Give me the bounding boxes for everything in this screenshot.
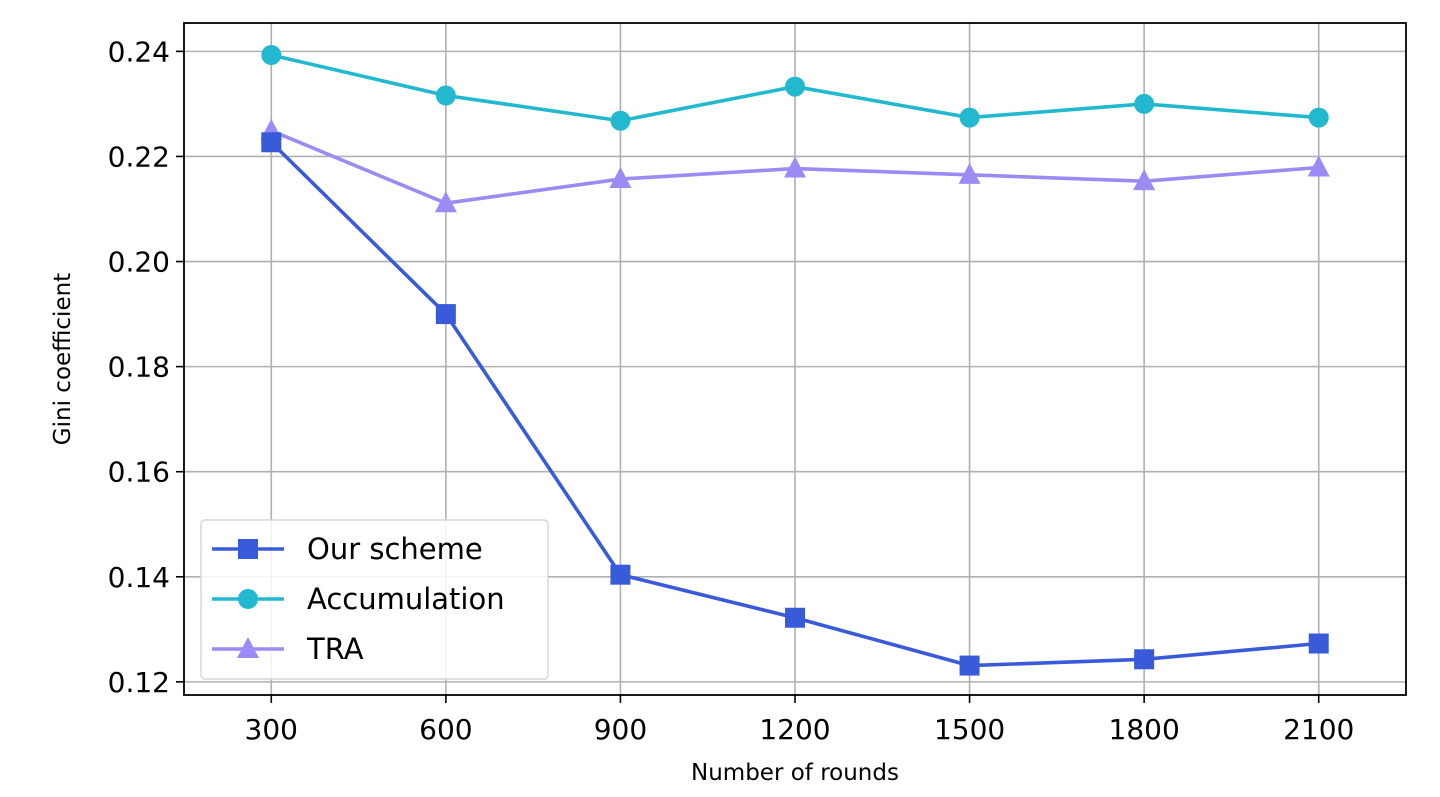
series-circle [261, 45, 1329, 131]
y-tick-label: 0.16 [108, 456, 170, 489]
legend-marker [237, 637, 259, 658]
data-point-marker [1308, 107, 1329, 128]
data-point-marker [1134, 649, 1155, 670]
legend-item: Our scheme [212, 532, 483, 566]
legend-label: Our scheme [307, 532, 483, 566]
legend-item: Accumulation [212, 582, 505, 616]
data-point-marker [959, 655, 980, 676]
data-point-marker [1308, 633, 1329, 654]
data-point-marker [609, 167, 632, 189]
data-point-marker [959, 107, 980, 128]
y-tick-label: 0.18 [108, 351, 170, 384]
data-point-marker [434, 191, 457, 213]
data-point-marker [784, 156, 806, 178]
legend-label: TRA [306, 632, 364, 666]
legend-label: Accumulation [307, 582, 505, 616]
data-point-marker [785, 607, 805, 628]
data-point-marker [1307, 155, 1330, 177]
x-tick-label: 900 [594, 713, 647, 746]
data-point-marker [435, 304, 456, 325]
y-axis-label: Gini coefficient [50, 273, 76, 445]
legend-marker [238, 589, 258, 609]
legend-box [200, 519, 549, 680]
data-point-marker [435, 85, 456, 106]
y-tick-label: 0.20 [108, 246, 170, 279]
data-point-marker [261, 45, 282, 66]
data-point-marker [610, 564, 631, 585]
x-axis-label: Number of rounds [691, 760, 899, 786]
x-tick-label: 300 [245, 713, 298, 746]
series-layer [260, 45, 1330, 676]
x-tick-label: 1200 [759, 713, 830, 746]
x-tick-label: 1800 [1109, 713, 1180, 746]
y-tick-label: 0.12 [108, 666, 170, 699]
series-triangle [260, 118, 1330, 213]
ticks: 300 600 900 1200 1500 1800 2100 0.12 0.14 0.16 0.1… [108, 35, 1355, 746]
data-point-marker [610, 110, 631, 131]
x-tick-label: 2100 [1283, 713, 1354, 746]
legend: Our scheme Accumulation TRA [200, 519, 549, 680]
series-square [261, 132, 1329, 676]
y-tick-label: 0.24 [108, 35, 170, 68]
x-tick-label: 600 [419, 713, 472, 746]
y-tick-label: 0.22 [108, 140, 170, 173]
data-point-marker [958, 162, 981, 184]
data-point-marker [261, 132, 282, 153]
legend-marker [238, 539, 258, 559]
data-point-marker [1134, 93, 1155, 114]
data-point-marker [785, 76, 805, 97]
x-tick-label: 1500 [934, 713, 1005, 746]
legend-item: TRA [212, 632, 364, 666]
data-point-marker [1133, 169, 1156, 191]
y-tick-label: 0.14 [108, 561, 170, 594]
